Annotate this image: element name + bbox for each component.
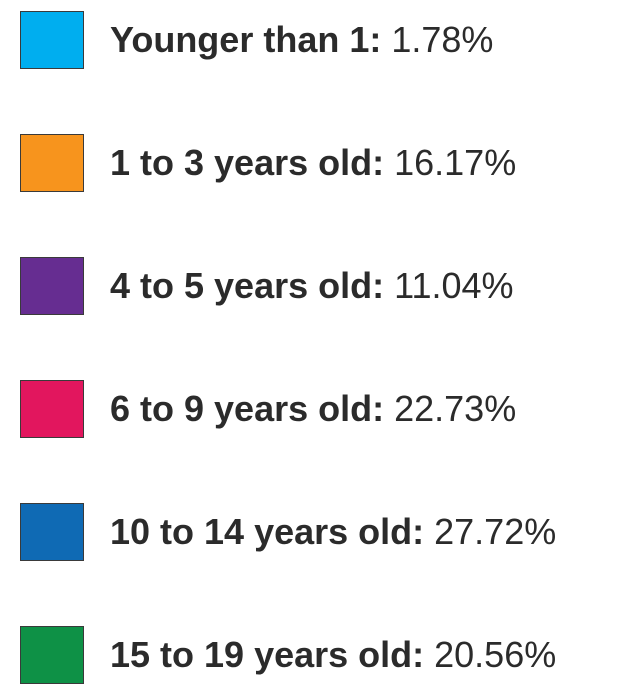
legend-swatch — [20, 257, 84, 315]
legend-swatch — [20, 11, 84, 69]
legend-value: 1.78% — [391, 19, 494, 60]
legend-swatch — [20, 380, 84, 438]
legend-label: Younger than 1: — [110, 19, 382, 60]
legend-label: 6 to 9 years old: — [110, 388, 385, 429]
legend-swatch — [20, 503, 84, 561]
legend-value: 11.04% — [394, 265, 514, 306]
legend-text: 4 to 5 years old: 11.04% — [110, 265, 514, 307]
legend-text: 15 to 19 years old: 20.56% — [110, 634, 556, 676]
legend-value: 22.73% — [394, 388, 517, 429]
legend-label: 1 to 3 years old: — [110, 142, 385, 183]
legend-item: Younger than 1: 1.78% — [20, 10, 493, 70]
legend-label: 10 to 14 years old: — [110, 511, 425, 552]
legend-item: 10 to 14 years old: 27.72% — [20, 502, 556, 562]
legend-swatch — [20, 626, 84, 684]
legend-item: 4 to 5 years old: 11.04% — [20, 256, 514, 316]
legend-value: 16.17% — [394, 142, 517, 183]
legend-text: 1 to 3 years old: 16.17% — [110, 142, 516, 184]
legend-item: 1 to 3 years old: 16.17% — [20, 133, 516, 193]
legend-value: 20.56% — [434, 634, 557, 675]
legend-text: 6 to 9 years old: 22.73% — [110, 388, 516, 430]
legend-text: Younger than 1: 1.78% — [110, 19, 493, 61]
legend-text: 10 to 14 years old: 27.72% — [110, 511, 556, 553]
legend-item: 6 to 9 years old: 22.73% — [20, 379, 516, 439]
legend-swatch — [20, 134, 84, 192]
legend-item: 15 to 19 years old: 20.56% — [20, 625, 556, 685]
legend-value: 27.72% — [434, 511, 557, 552]
legend-label: 15 to 19 years old: — [110, 634, 425, 675]
legend-label: 4 to 5 years old: — [110, 265, 385, 306]
